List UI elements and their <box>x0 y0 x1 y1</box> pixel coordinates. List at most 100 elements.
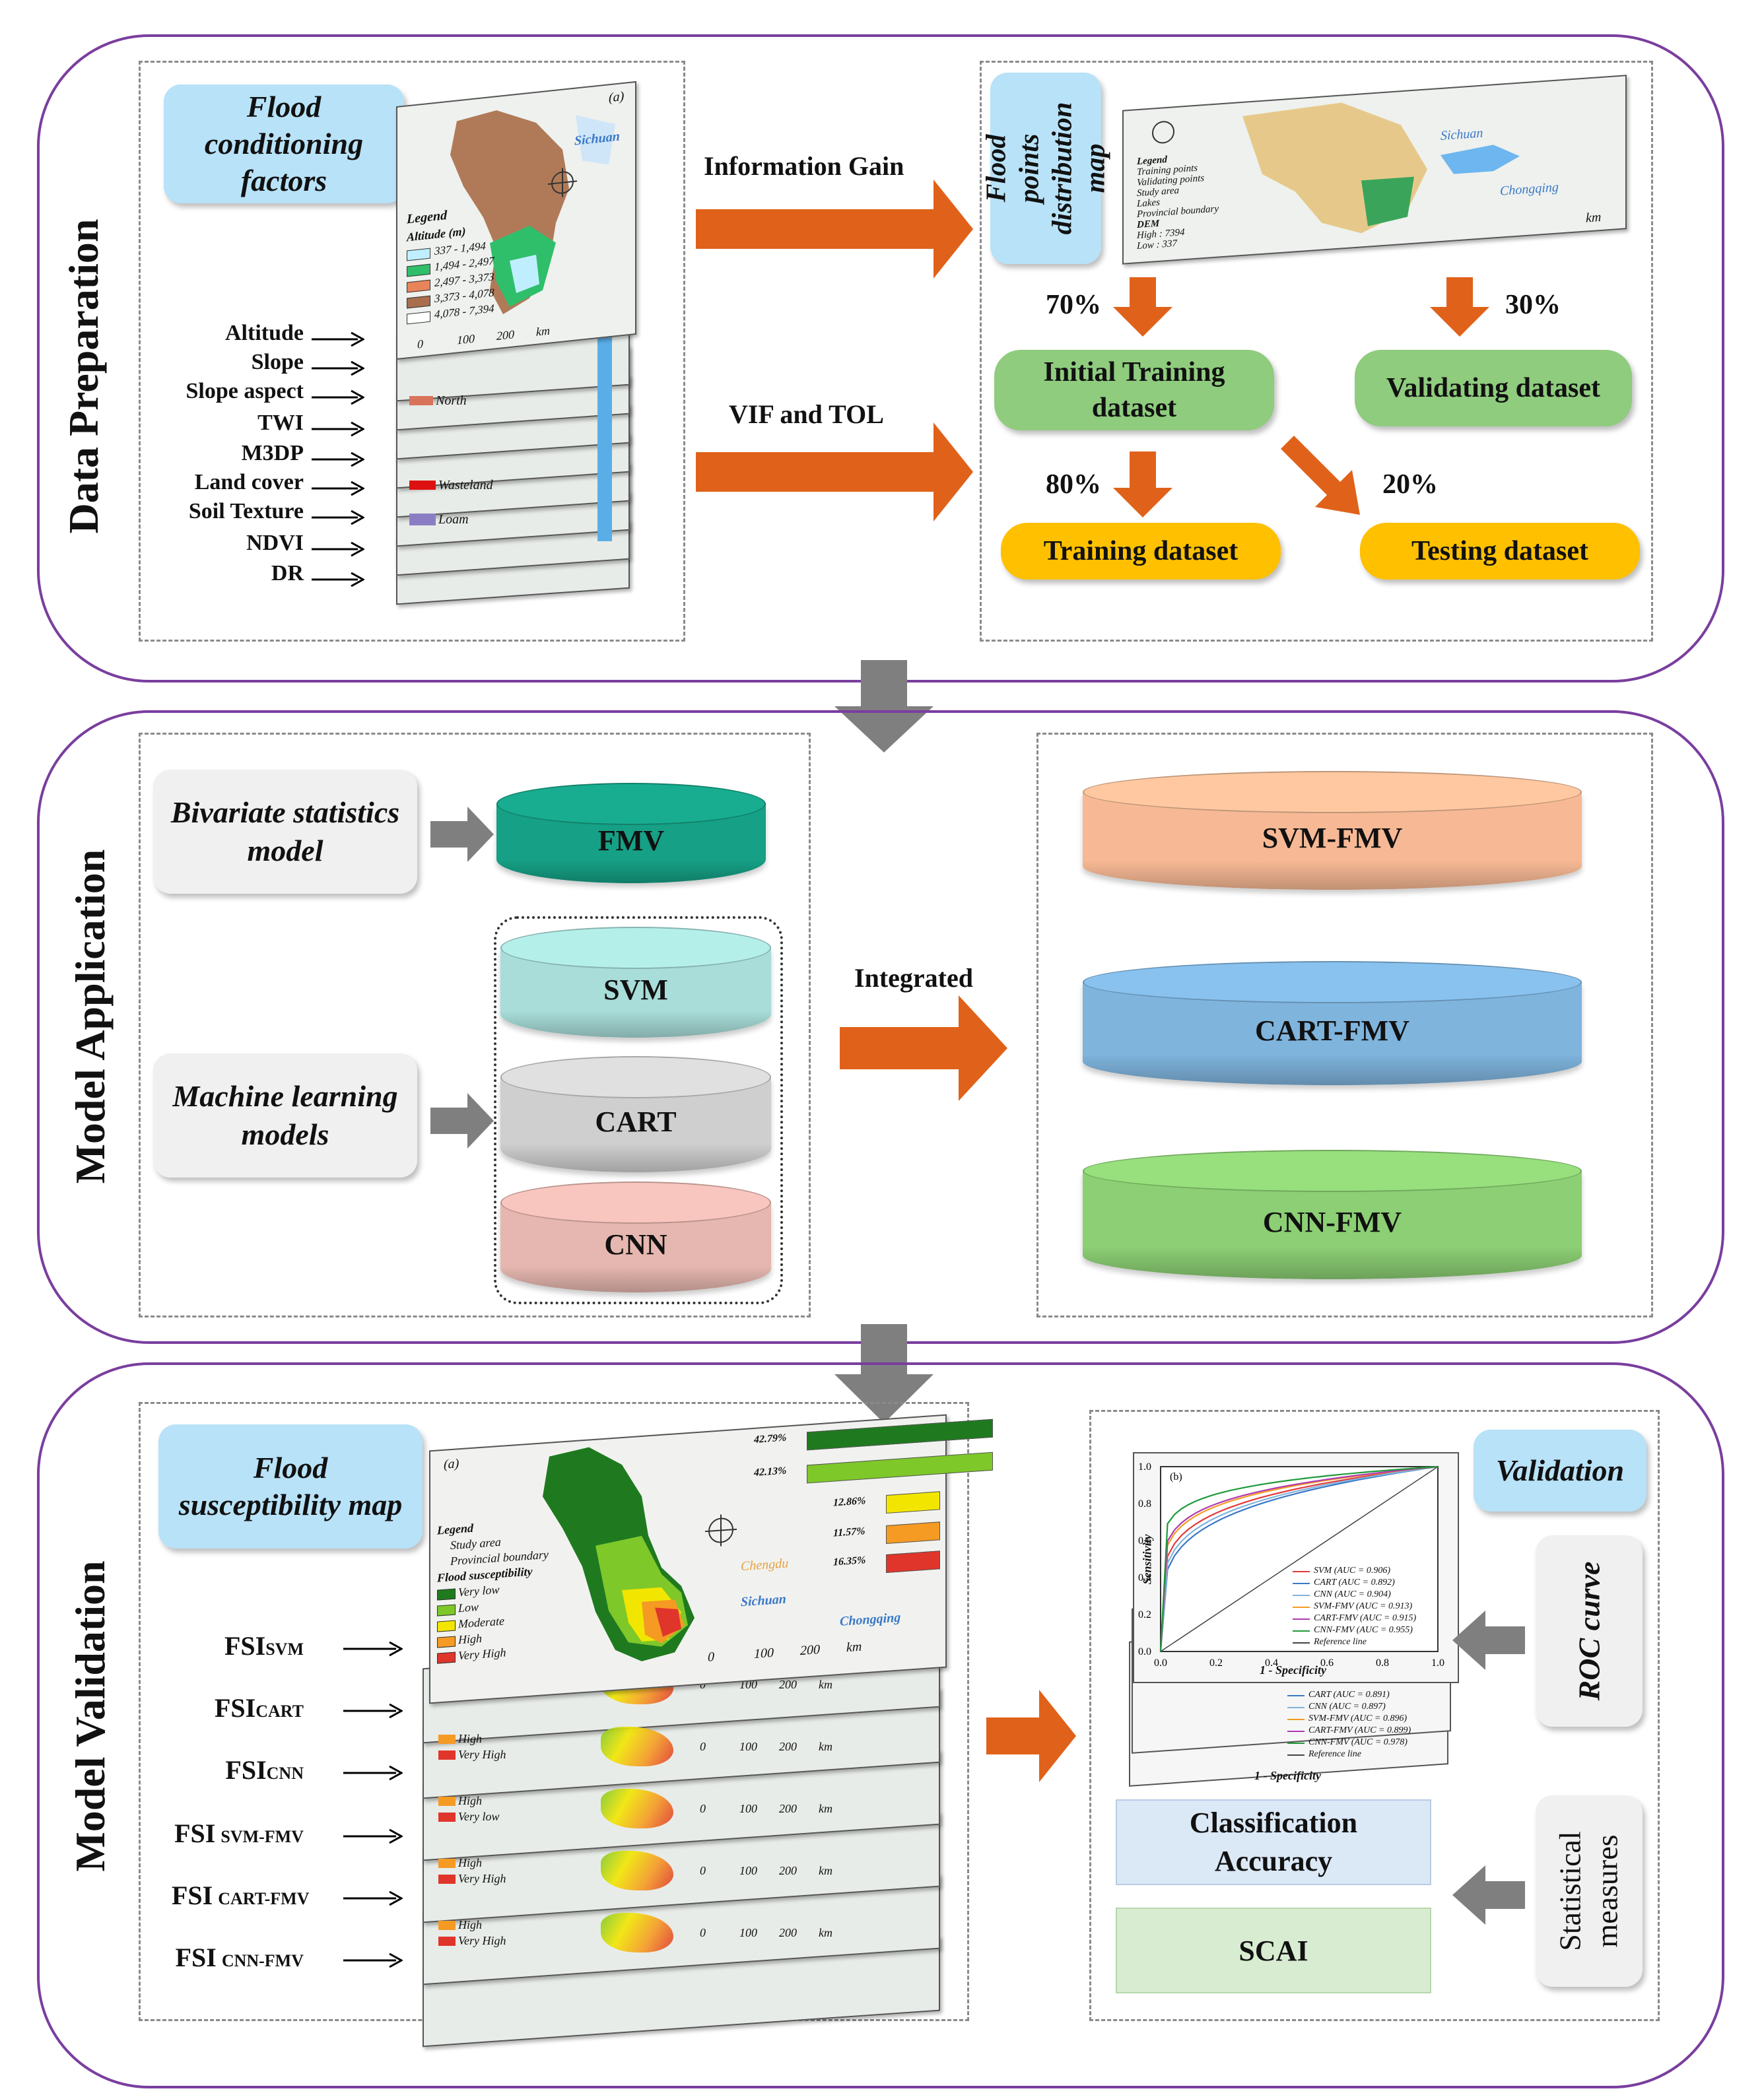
fsi-small-legend-a: High <box>458 1856 482 1869</box>
factor-arrow-icon <box>312 421 364 437</box>
statistical-measures-label: Statistical measures <box>1536 1795 1643 1987</box>
fsi-label-subscript: CNN <box>266 1764 304 1783</box>
flood-points-map-shape <box>1152 102 1520 234</box>
arrow-integrated <box>840 995 1007 1101</box>
altitude-map-shape <box>450 110 615 315</box>
arrow-maps-to-validation <box>986 1690 1076 1782</box>
factor-arrow-icon <box>312 389 364 405</box>
training-dataset: Training dataset <box>1001 523 1281 580</box>
cylinder-top <box>500 1182 771 1224</box>
roc-curve-label: ROC curve <box>1536 1535 1643 1727</box>
landcover-swatch <box>409 481 436 490</box>
roc-x-tick: 0.0 <box>1154 1657 1167 1669</box>
factor-label-1: Slope <box>251 350 304 374</box>
fsi-map-a-label: (a) <box>444 1456 459 1472</box>
roc-back-legend-swatch <box>1287 1754 1305 1756</box>
cylinder-cart-fmv: CART-FMV <box>1083 961 1582 1085</box>
roc-back-legend-swatch <box>1287 1731 1305 1732</box>
fsi-arrow-icon <box>343 1641 403 1657</box>
fsi-small-swatch <box>438 1735 456 1744</box>
roc-back-legend-label: CNN-FMV (AUC = 0.978) <box>1308 1737 1408 1747</box>
cylinder-svm: SVM <box>500 927 771 1038</box>
fs-scale-label: 0 <box>708 1649 714 1665</box>
roc-legend-label: CNN-FMV (AUC = 0.955) <box>1314 1625 1413 1635</box>
factor-label-2: Slope aspect <box>186 379 304 403</box>
roc-back-legend-swatch <box>1287 1743 1305 1744</box>
fsi-small-swatch <box>438 1921 456 1930</box>
fs-legend-swatch <box>437 1651 456 1664</box>
fsi-arrow-icon <box>343 1703 403 1719</box>
factor-label-7: NDVI <box>246 531 304 555</box>
fsi-arrow-icon <box>343 1828 403 1844</box>
roc-series-4 <box>1159 1465 1439 1652</box>
roc-panel-label: (b) <box>1170 1471 1182 1483</box>
pct-80: 80% <box>1046 469 1101 500</box>
fsi-small-scale: km <box>819 1864 832 1877</box>
arrow-80-down <box>1113 451 1172 517</box>
roc-x-tick: 1.0 <box>1431 1657 1444 1669</box>
roc-back-legend-label: CNN (AUC = 0.897) <box>1308 1702 1386 1712</box>
flood-points-distribution-label: Flood points distribution map <box>981 73 1110 264</box>
roc-y-tick: 0.8 <box>1138 1498 1151 1510</box>
validation-label: Validation <box>1474 1430 1646 1512</box>
hybrid-models-box <box>1036 733 1653 1317</box>
arrow-information-gain <box>696 180 973 279</box>
fsi-small-legend-b: Very High <box>458 1748 506 1761</box>
initial-training-dataset: Initial Training dataset <box>994 350 1274 430</box>
fsi-small-scale: 100 <box>739 1802 757 1815</box>
roc-back-legend-swatch <box>1287 1719 1305 1720</box>
fsi-small-swatch <box>438 1797 456 1806</box>
factor-label-0: Altitude <box>225 321 304 345</box>
aspect-swatch <box>409 396 433 405</box>
roc-legend-swatch <box>1293 1607 1310 1608</box>
roc-chart-front: 0.0 0.0 0.2 0.2 0.4 0.4 0.6 0.6 0.8 0.8 1.0 1.0 (b) … <box>1133 1452 1459 1683</box>
section-title-model-validation: Model Validation <box>67 1560 114 1872</box>
testing-dataset: Testing dataset <box>1360 523 1640 580</box>
fs-legend-swatch <box>437 1636 456 1648</box>
fsi-arrow-icon <box>343 1890 403 1906</box>
roc-legend-label: Reference line <box>1314 1637 1367 1647</box>
cylinder-cart: CART <box>500 1056 771 1172</box>
roc-x-tick: 0.8 <box>1376 1657 1389 1669</box>
cylinder-label: SVM-FMV <box>1262 822 1403 854</box>
fs-percent-label: 12.86% <box>833 1495 866 1509</box>
dataset-split-box <box>980 61 1653 642</box>
roc-series-5 <box>1159 1465 1439 1652</box>
altitude-map-a-label: (a) <box>609 88 625 106</box>
roc-curve-text: ROC curve <box>1572 1561 1606 1701</box>
roc-legend-swatch <box>1293 1618 1310 1620</box>
validating-dataset: Validating dataset <box>1355 350 1632 426</box>
cylinder-fmv: FMV <box>496 783 766 883</box>
fs-scale-label: km <box>846 1639 862 1655</box>
roc-y-tick: 0.0 <box>1138 1646 1151 1657</box>
altitude-scale-label: 0 <box>417 337 423 351</box>
fsi-small-scale: 100 <box>739 1864 757 1877</box>
flood-conditioning-factors-label: Flood conditioning factors <box>164 84 404 203</box>
roc-y-tick: 1.0 <box>1138 1461 1151 1473</box>
roc-legend-swatch <box>1293 1642 1310 1644</box>
pct-70: 70% <box>1046 290 1101 320</box>
arrow-30-down <box>1430 277 1489 337</box>
fs-place-sichuan: Sichuan <box>741 1591 786 1610</box>
roc-y-tick: 0.4 <box>1138 1572 1151 1583</box>
fp-map-km: km <box>1586 209 1602 226</box>
statistical-measures-text: Statistical measures <box>1553 1831 1625 1951</box>
fsi-small-legend-b: Very High <box>458 1872 506 1885</box>
soil-label: Loam <box>438 512 469 527</box>
fsi-small-scale: 0 <box>700 1864 706 1877</box>
roc-back-legend-swatch <box>1287 1707 1305 1708</box>
fsi-small-scale: km <box>819 1740 832 1753</box>
grey-arrow-app-to-val <box>834 1324 933 1423</box>
arrow-20-diagonal <box>1281 436 1360 515</box>
roc-x-tick: 0.6 <box>1320 1657 1334 1669</box>
fs-percent-label: 42.13% <box>754 1465 787 1479</box>
bivariate-statistics-model: Bivariate statistics model <box>153 770 417 894</box>
roc-legend-swatch <box>1293 1595 1310 1596</box>
roc-legend-label: SVM (AUC = 0.906) <box>1314 1566 1390 1576</box>
fsi-label-4: FSI CART-FMV <box>172 1881 310 1910</box>
fsi-label-1: FSICART <box>214 1693 304 1723</box>
integrated-label: Integrated <box>854 963 973 993</box>
soil-swatch <box>409 514 436 525</box>
factor-label-5: Land cover <box>194 470 304 494</box>
fsi-small-scale: km <box>819 1678 832 1691</box>
